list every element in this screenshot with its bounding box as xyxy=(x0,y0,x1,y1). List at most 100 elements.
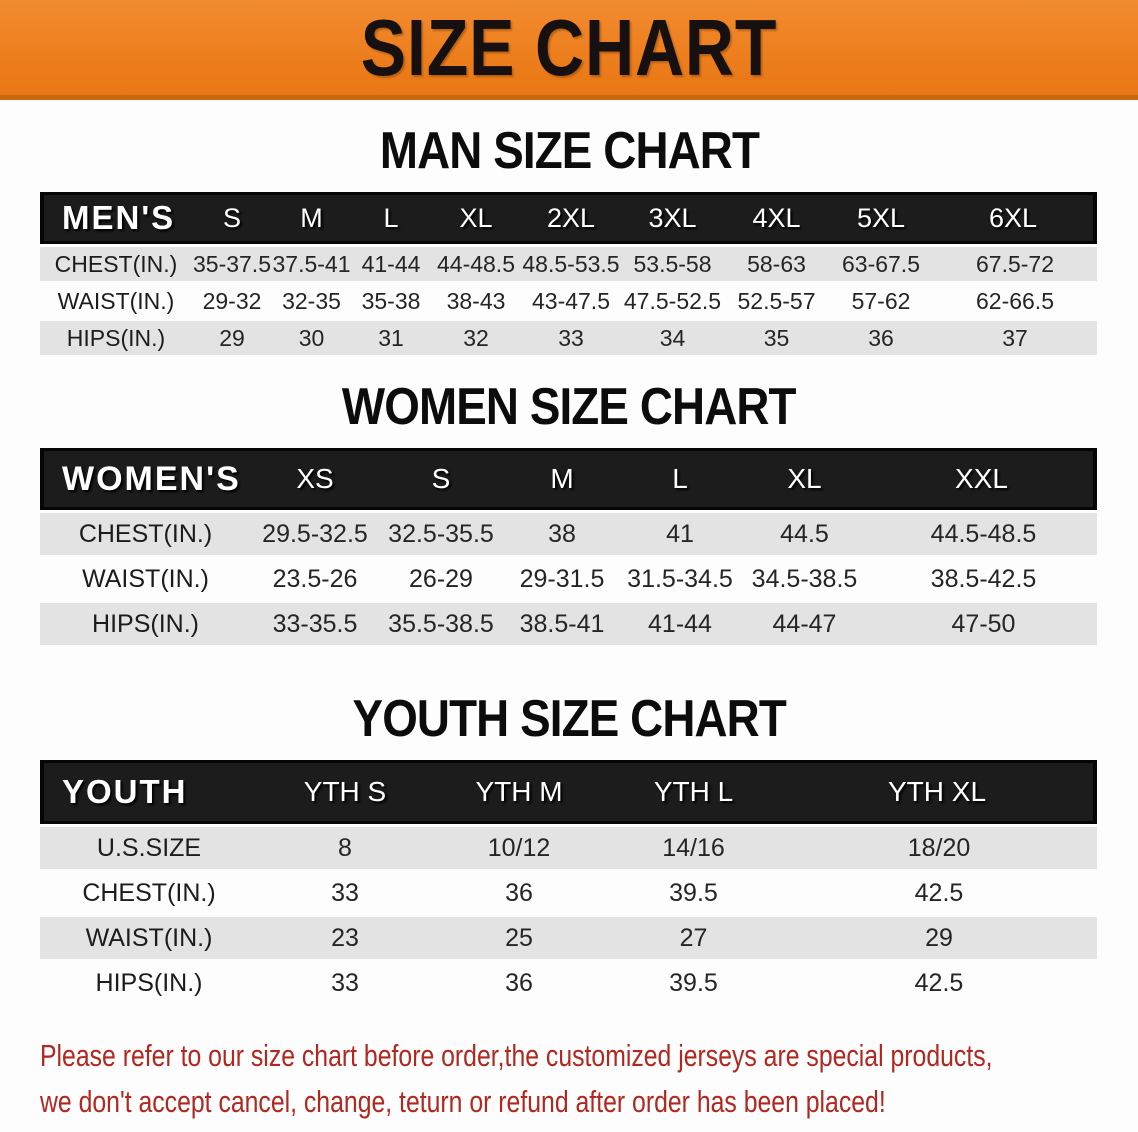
size-cell: 32 xyxy=(431,321,521,355)
size-cell: 62-66.5 xyxy=(933,284,1097,318)
size-cell: 47.5-52.5 xyxy=(621,284,724,318)
size-cell: 53.5-58 xyxy=(621,247,724,281)
men-column-header-5xl: 5XL xyxy=(829,192,933,244)
women-column-header-xl: XL xyxy=(739,448,870,510)
youth-ussize-row: U.S.SIZE 8 10/12 14/16 18/20 xyxy=(40,827,1097,869)
men-waist-row: WAIST(IN.) 29-32 32-35 35-38 38-43 43-47… xyxy=(40,284,1097,318)
men-column-header-4xl: 4XL xyxy=(724,192,829,244)
women-column-header-m: M xyxy=(503,448,621,510)
size-cell: 29.5-32.5 xyxy=(251,513,379,555)
men-section-title-text: MAN SIZE CHART xyxy=(379,122,759,180)
youth-section-title-text: YOUTH SIZE CHART xyxy=(352,690,786,748)
youth-column-header-xl: YTH XL xyxy=(781,760,1097,824)
row-label: WAIST(IN.) xyxy=(40,284,192,318)
size-cell: 38-43 xyxy=(431,284,521,318)
size-cell: 10/12 xyxy=(432,827,606,869)
size-cell: 29 xyxy=(781,917,1097,959)
size-cell: 43-47.5 xyxy=(521,284,621,318)
men-hips-row: HIPS(IN.) 29 30 31 32 33 34 35 36 37 xyxy=(40,321,1097,355)
size-cell: 42.5 xyxy=(781,962,1097,1004)
youth-column-header-s: YTH S xyxy=(258,760,432,824)
size-cell: 18/20 xyxy=(781,827,1097,869)
size-cell: 38.5-41 xyxy=(503,603,621,645)
size-cell: 32-35 xyxy=(272,284,351,318)
row-label: CHEST(IN.) xyxy=(40,872,258,914)
size-chart-banner: SIZE CHART xyxy=(0,0,1138,100)
row-label: HIPS(IN.) xyxy=(40,603,251,645)
men-section-title: MAN SIZE CHART xyxy=(0,124,1138,178)
size-cell: 29-31.5 xyxy=(503,558,621,600)
size-cell: 34.5-38.5 xyxy=(739,558,870,600)
row-label: WAIST(IN.) xyxy=(40,917,258,959)
row-label: U.S.SIZE xyxy=(40,827,258,869)
row-label: WAIST(IN.) xyxy=(40,558,251,600)
size-cell: 23.5-26 xyxy=(251,558,379,600)
size-cell: 31.5-34.5 xyxy=(621,558,739,600)
size-cell: 47-50 xyxy=(870,603,1097,645)
size-cell: 41 xyxy=(621,513,739,555)
size-cell: 44.5 xyxy=(739,513,870,555)
men-header-label: MEN'S xyxy=(40,192,192,244)
women-column-header-s: S xyxy=(379,448,503,510)
women-size-table: WOMEN'S XS S M L XL XXL CHEST(IN.) 29.5-… xyxy=(40,445,1097,648)
men-column-header-xl: XL xyxy=(431,192,521,244)
size-cell: 39.5 xyxy=(606,872,781,914)
size-cell: 35-38 xyxy=(351,284,431,318)
disclaimer-line-2-text: we don't accept cancel, change, teturn o… xyxy=(40,1084,886,1119)
size-cell: 44-48.5 xyxy=(431,247,521,281)
size-cell: 57-62 xyxy=(829,284,933,318)
size-cell: 35 xyxy=(724,321,829,355)
disclaimer-line-2: we don't accept cancel, change, teturn o… xyxy=(40,1079,1138,1125)
women-section-title: WOMEN SIZE CHART xyxy=(0,380,1138,434)
youth-hips-row: HIPS(IN.) 33 36 39.5 42.5 xyxy=(40,962,1097,1004)
women-waist-row: WAIST(IN.) 23.5-26 26-29 29-31.5 31.5-34… xyxy=(40,558,1097,600)
row-label: HIPS(IN.) xyxy=(40,962,258,1004)
size-cell: 14/16 xyxy=(606,827,781,869)
size-cell: 29 xyxy=(192,321,272,355)
youth-header-label: YOUTH xyxy=(40,760,258,824)
men-section: MAN SIZE CHART MEN'S S M L XL 2XL 3XL 4X… xyxy=(0,124,1138,358)
youth-section-title: YOUTH SIZE CHART xyxy=(0,692,1138,746)
size-cell: 52.5-57 xyxy=(724,284,829,318)
size-cell: 36 xyxy=(432,872,606,914)
size-cell: 48.5-53.5 xyxy=(521,247,621,281)
size-cell: 33 xyxy=(521,321,621,355)
men-column-header-3xl: 3XL xyxy=(621,192,724,244)
women-hips-row: HIPS(IN.) 33-35.5 35.5-38.5 38.5-41 41-4… xyxy=(40,603,1097,645)
size-cell: 38 xyxy=(503,513,621,555)
men-column-header-l: L xyxy=(351,192,431,244)
size-cell: 23 xyxy=(258,917,432,959)
youth-header-row: YOUTH YTH S YTH M YTH L YTH XL xyxy=(40,760,1097,824)
women-section: WOMEN SIZE CHART WOMEN'S XS S M L XL XXL… xyxy=(0,380,1138,648)
size-cell: 36 xyxy=(432,962,606,1004)
size-cell: 34 xyxy=(621,321,724,355)
men-size-table: MEN'S S M L XL 2XL 3XL 4XL 5XL 6XL CHEST… xyxy=(40,189,1097,358)
youth-size-table: YOUTH YTH S YTH M YTH L YTH XL U.S.SIZE … xyxy=(40,757,1097,1007)
size-cell: 33 xyxy=(258,872,432,914)
row-label: CHEST(IN.) xyxy=(40,513,251,555)
men-column-header-2xl: 2XL xyxy=(521,192,621,244)
size-cell: 26-29 xyxy=(379,558,503,600)
size-cell: 44.5-48.5 xyxy=(870,513,1097,555)
size-cell: 33-35.5 xyxy=(251,603,379,645)
women-column-header-xs: XS xyxy=(251,448,379,510)
row-label: CHEST(IN.) xyxy=(40,247,192,281)
women-chest-row: CHEST(IN.) 29.5-32.5 32.5-35.5 38 41 44.… xyxy=(40,513,1097,555)
size-cell: 44-47 xyxy=(739,603,870,645)
women-column-header-l: L xyxy=(621,448,739,510)
size-cell: 33 xyxy=(258,962,432,1004)
women-header-label: WOMEN'S xyxy=(40,448,251,510)
size-cell: 37 xyxy=(933,321,1097,355)
disclaimer-line-1-text: Please refer to our size chart before or… xyxy=(40,1038,993,1073)
size-cell: 31 xyxy=(351,321,431,355)
men-column-header-m: M xyxy=(272,192,351,244)
size-cell: 32.5-35.5 xyxy=(379,513,503,555)
size-cell: 67.5-72 xyxy=(933,247,1097,281)
youth-section: YOUTH SIZE CHART YOUTH YTH S YTH M YTH L… xyxy=(0,692,1138,1007)
youth-waist-row: WAIST(IN.) 23 25 27 29 xyxy=(40,917,1097,959)
men-chest-row: CHEST(IN.) 35-37.5 37.5-41 41-44 44-48.5… xyxy=(40,247,1097,281)
women-header-row: WOMEN'S XS S M L XL XXL xyxy=(40,448,1097,510)
row-label: HIPS(IN.) xyxy=(40,321,192,355)
youth-column-header-l: YTH L xyxy=(606,760,781,824)
size-cell: 37.5-41 xyxy=(272,247,351,281)
